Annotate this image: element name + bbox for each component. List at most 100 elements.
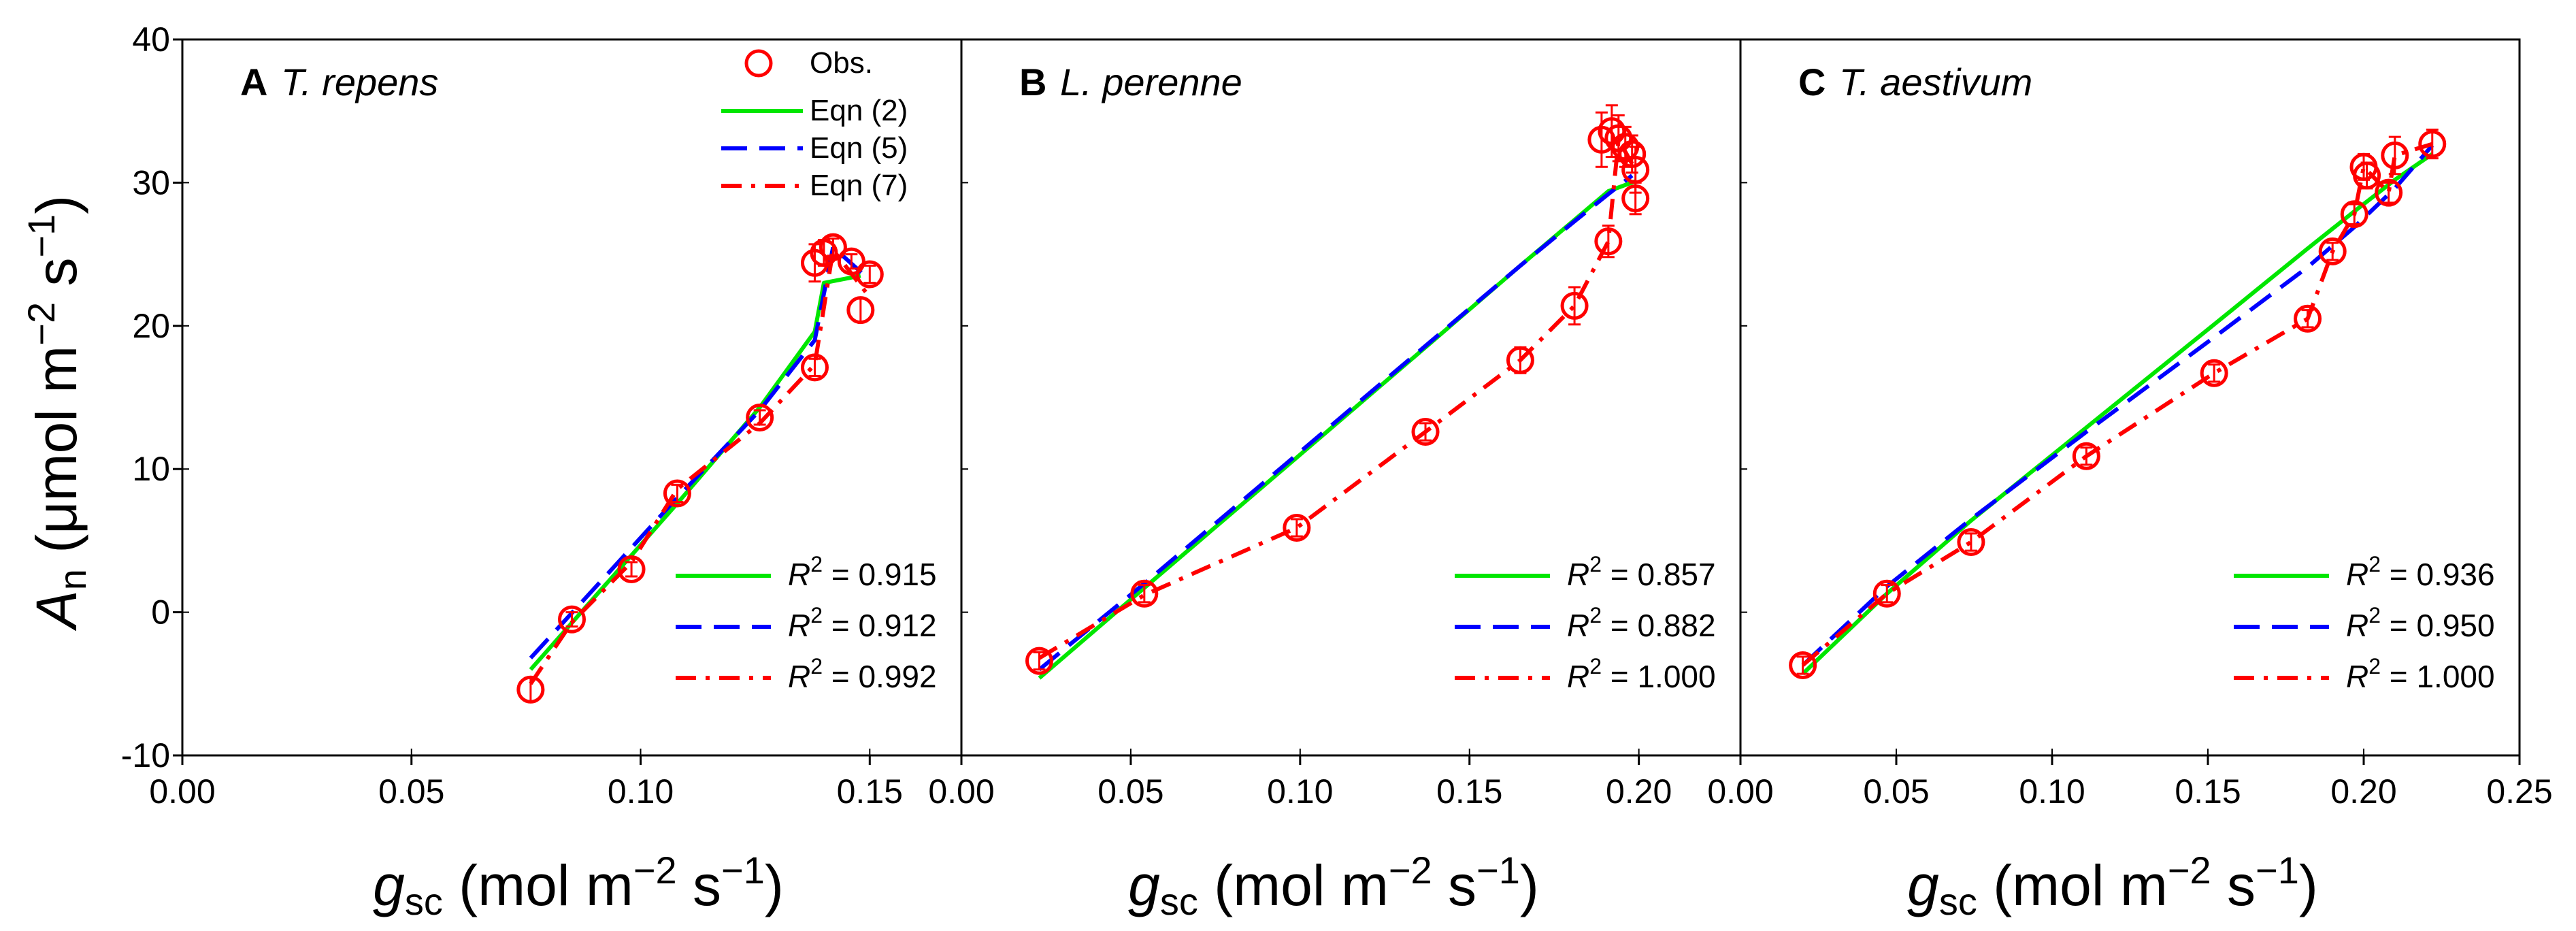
obs-marker [1604,124,1633,152]
obs-point [819,233,847,261]
obs-point [2418,129,2447,160]
obs-marker [2072,442,2100,470]
panel-letter: C [1798,61,1826,103]
panel-species: T. repens [281,61,438,103]
panel-species: T. aestivum [1839,61,2032,103]
obs-point [855,260,884,289]
obs-marker [663,479,691,508]
obs-point [1957,528,1985,557]
legend-entry-obs: Obs. [744,46,873,80]
obs-point [1130,579,1159,608]
y-tick-label: 0 [151,593,170,632]
obs-marker [1594,227,1623,256]
panel-a: 0.00 0.05 0.10 0.15 A T. repens R2 = 0.915 R2 =… [149,38,963,811]
r2-value: 0.936 [2416,557,2494,592]
x-tick-label: 0.20 [2330,772,2396,811]
legend-label: Eqn (5) [810,131,908,165]
obs-point [2353,161,2381,190]
obs-marker [1618,140,1647,168]
r2-value: 0.857 [1637,557,1715,592]
legend-label: Eqn (2) [810,94,908,127]
obs-marker [617,555,646,583]
r2-label: R2 = 0.936 [2346,552,2495,592]
y-tick-label: 10 [132,450,170,488]
r2-label: R2 = 0.992 [788,654,937,694]
obs-point [2381,135,2409,176]
r2-entry-eqn-2: R2 = 0.857 [1455,552,1716,592]
legend-entry-eqn-7: Eqn (7) [721,169,908,202]
series-line-eqn-2 [529,274,861,671]
obs-marker [855,260,884,289]
obs-point [2294,304,2322,333]
obs-point [2318,237,2347,265]
y-tick-label: 30 [132,163,170,201]
r2-entry-eqn-5: R2 = 0.912 [676,603,937,643]
series-line-eqn-2 [1801,152,2434,676]
obs-point [2200,359,2228,387]
series-line-eqn-5 [1038,174,1634,672]
x-tick-label: 0.10 [1267,772,1333,811]
obs-point [1411,417,1440,446]
r2-value: 0.915 [858,557,936,592]
plot-frame [1739,38,2521,757]
obs-point [1594,225,1623,259]
obs-marker [2375,178,2403,207]
r2-entry-eqn-5: R2 = 0.882 [1455,603,1716,643]
obs-marker [1789,651,1817,679]
r2-value: 0.950 [2416,608,2494,643]
legend-entry-eqn-5: Eqn (5) [721,131,908,165]
r2-entry-eqn-2: R2 = 0.915 [676,552,937,592]
x-tick-label: 0.25 [2486,772,2552,811]
obs-point [1025,647,1053,675]
obs-point [1789,651,1817,679]
obs-point [516,675,545,704]
obs-marker [837,247,865,276]
obs-marker [1025,647,1053,675]
x-tick-label: 0.00 [1707,772,1773,811]
obs-marker [1621,184,1650,213]
obs-marker [2340,200,2368,229]
legend-marker [744,49,773,78]
r2-label: R2 = 0.912 [788,603,937,643]
obs-point [1506,346,1534,374]
x-tick-label: 0.00 [149,772,215,811]
obs-marker [1411,417,1440,446]
y-axis-tick-labels: -10 0 10 20 30 40 [121,20,170,774]
obs-marker [1957,528,1985,557]
obs-marker [1130,579,1159,608]
x-tick-label: 0.05 [1863,772,1929,811]
r2-label: R2 = 0.857 [1567,552,1716,592]
obs-point [1283,513,1311,542]
obs-point [1560,286,1589,326]
legend: Obs. Eqn (2) Eqn (5) Eqn (7) [721,46,908,202]
x-tick-label: 0.10 [2019,772,2085,811]
panel-species: L. perenne [1060,61,1242,103]
legend-label: Eqn (7) [810,169,908,202]
obs-marker [1283,513,1311,542]
r2-label: R2 = 1.000 [1567,654,1716,694]
x-tick-label: 0.00 [928,772,994,811]
obs-point [800,353,829,382]
x-axis-title-a: gsc (mol m−2 s−1) [373,849,784,923]
r2-entry-eqn-7: R2 = 1.000 [1455,654,1716,694]
obs-marker [2353,161,2381,190]
legend-entry-eqn-2: Eqn (2) [721,94,908,127]
legend-label: Obs. [810,46,873,80]
obs-marker [1506,346,1534,374]
obs-point [617,555,646,583]
x-tick-label: 0.15 [2175,772,2241,811]
series-line-eqn-5 [529,245,872,659]
x-tick-label: 0.05 [378,772,444,811]
obs-marker [2418,130,2447,159]
obs-point [837,247,865,276]
obs-marker [846,296,875,325]
obs-point [558,605,586,634]
x-axis-title-c: gsc (mol m−2 s−1) [1907,849,2318,923]
panels: 0.00 0.05 0.10 0.15 A T. repens R2 = 0.915 R2 =… [149,38,2553,811]
obs-marker [800,248,829,277]
obs-marker [558,605,586,634]
obs-marker [516,675,545,704]
obs-point [846,296,875,325]
y-axis-title: An (μmol m−2 s−1) [20,195,94,632]
r2-entry-eqn-2: R2 = 0.936 [2234,552,2495,592]
